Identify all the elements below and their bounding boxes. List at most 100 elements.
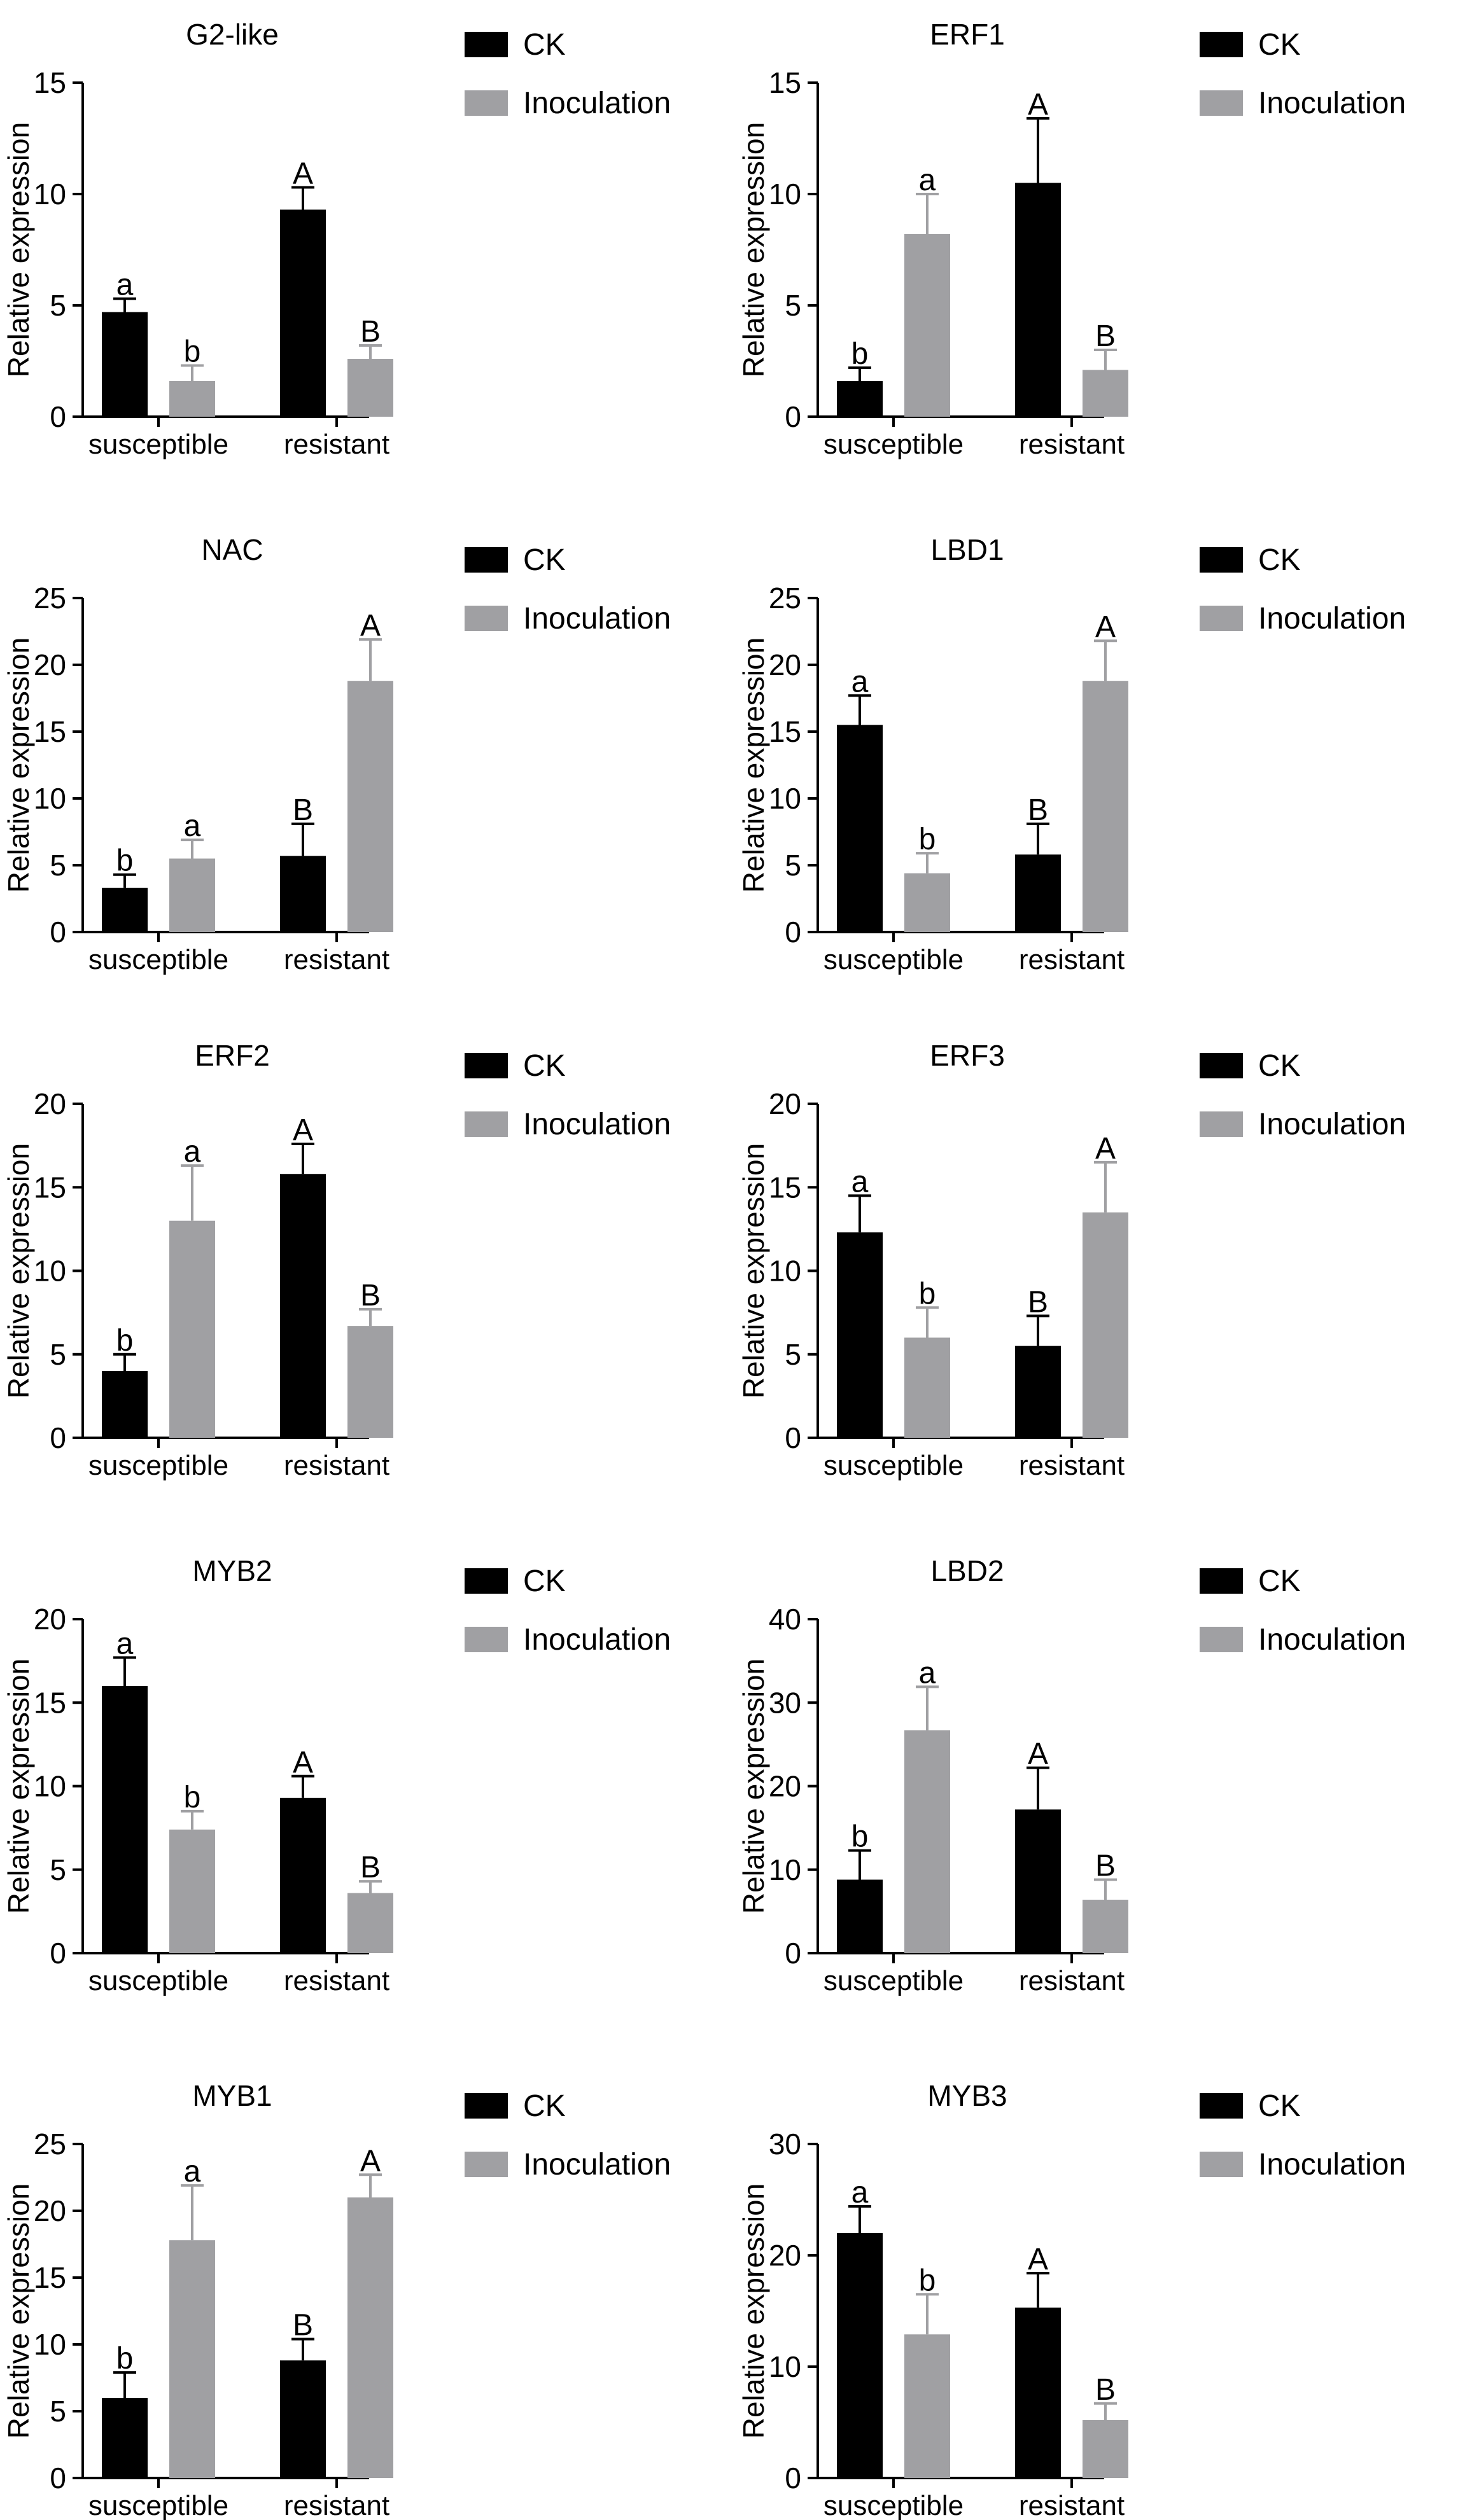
inoculation-bar-susceptible xyxy=(904,1337,950,1438)
x-tick-label: susceptible xyxy=(824,1450,964,1481)
y-tick-label: 10 xyxy=(34,178,66,211)
significance-letter: B xyxy=(360,1279,381,1312)
y-tick-label: 5 xyxy=(50,1338,66,1371)
inoculation-bar-susceptible xyxy=(169,1829,215,1953)
y-axis-label: Relative expression xyxy=(737,637,770,893)
y-tick-label: 15 xyxy=(34,715,66,748)
legend-swatch-ck xyxy=(1200,2093,1243,2119)
y-axis-label: Relative expression xyxy=(737,1143,770,1398)
y-axis-label: Relative expression xyxy=(2,1659,35,1914)
y-tick-label: 20 xyxy=(34,1603,66,1636)
ck-bar-resistant xyxy=(1015,183,1061,417)
ck-bar-susceptible xyxy=(102,2398,148,2478)
chart-erf1: ERF1 Relative expression 0 5 10 15 susceptible… xyxy=(737,18,1406,460)
significance-letter: b xyxy=(919,2264,936,2297)
legend-label-ck: CK xyxy=(523,1049,566,1083)
significance-letter: b xyxy=(116,844,134,878)
legend-swatch-ck xyxy=(465,1568,508,1594)
ck-bar-susceptible xyxy=(837,381,883,417)
ck-bar-susceptible xyxy=(102,1686,148,1953)
legend-label-inoculation: Inoculation xyxy=(523,1623,671,1657)
legend-swatch-inoculation xyxy=(465,1627,508,1652)
significance-letter: A xyxy=(360,2144,381,2178)
y-tick-label: 15 xyxy=(34,1686,66,1719)
legend-label-inoculation: Inoculation xyxy=(1258,2148,1406,2182)
x-tick-label: resistant xyxy=(1019,2490,1125,2520)
legend-swatch-inoculation xyxy=(465,2152,508,2177)
x-tick-label: susceptible xyxy=(88,2490,228,2520)
y-tick-label: 0 xyxy=(785,1937,801,1970)
inoculation-bar-resistant xyxy=(347,681,393,932)
chart-myb1: MYB1 Relative expression 0 5 10 15 20 25 suscept… xyxy=(2,2079,671,2520)
inoculation-bar-susceptible xyxy=(169,381,215,417)
chart-title: ERF3 xyxy=(930,1039,1005,1072)
y-tick-label: 40 xyxy=(769,1603,801,1636)
legend-swatch-inoculation xyxy=(465,90,508,116)
y-tick-label: 10 xyxy=(34,782,66,815)
y-tick-label: 0 xyxy=(785,400,801,433)
legend-swatch-ck xyxy=(465,547,508,573)
chart-lbd1: LBD1 Relative expression 0 5 10 15 20 25 suscept… xyxy=(737,533,1406,975)
chart-myb2: MYB2 Relative expression 0 5 10 15 20 susceptib… xyxy=(2,1554,671,1996)
y-tick-label: 10 xyxy=(769,1255,801,1288)
legend-label-inoculation: Inoculation xyxy=(1258,602,1406,636)
significance-letter: b xyxy=(116,1324,134,1358)
legend-label-ck: CK xyxy=(523,2089,566,2123)
ck-bar-resistant xyxy=(1015,1809,1061,1953)
significance-letter: b xyxy=(184,1781,201,1814)
chart-g2-like: G2-like Relative expression 0 5 10 15 suscepti… xyxy=(2,18,671,460)
significance-letter: a xyxy=(184,809,201,843)
legend-label-inoculation: Inoculation xyxy=(1258,1108,1406,1141)
ck-bar-resistant xyxy=(280,1797,326,1953)
legend-label-ck: CK xyxy=(1258,28,1301,62)
legend-swatch-ck xyxy=(1200,1053,1243,1078)
y-tick-label: 10 xyxy=(34,1255,66,1288)
inoculation-bar-resistant xyxy=(1083,681,1128,932)
significance-letter: b xyxy=(919,1277,936,1311)
y-tick-label: 0 xyxy=(50,400,66,433)
significance-letter: B xyxy=(1095,2373,1116,2407)
inoculation-bar-resistant xyxy=(347,359,393,417)
significance-letter: a xyxy=(919,1656,936,1690)
y-tick-label: 15 xyxy=(769,715,801,748)
y-tick-label: 25 xyxy=(34,581,66,615)
inoculation-bar-resistant xyxy=(347,1893,393,1953)
chart-title: LBD1 xyxy=(930,533,1004,566)
significance-letter: B xyxy=(293,2309,313,2342)
ck-bar-susceptible xyxy=(837,1879,883,1953)
chart-erf2: ERF2 Relative expression 0 5 10 15 20 susceptib… xyxy=(2,1039,671,1481)
legend-label-inoculation: Inoculation xyxy=(523,2148,671,2182)
legend-swatch-inoculation xyxy=(1200,2152,1243,2177)
significance-letter: A xyxy=(1095,610,1116,644)
inoculation-bar-susceptible xyxy=(904,234,950,417)
significance-letter: A xyxy=(1028,88,1048,122)
inoculation-bar-resistant xyxy=(1083,1900,1128,1953)
ck-bar-susceptible xyxy=(102,312,148,417)
legend-label-ck: CK xyxy=(1258,1564,1301,1598)
x-tick-label: resistant xyxy=(284,1450,389,1481)
legend-swatch-inoculation xyxy=(1200,1111,1243,1137)
significance-letter: B xyxy=(1095,1849,1116,1883)
significance-letter: b xyxy=(116,2342,134,2376)
y-axis-label: Relative expression xyxy=(2,637,35,893)
y-tick-label: 0 xyxy=(785,2461,801,2495)
significance-letter: A xyxy=(293,1746,313,1779)
y-tick-label: 30 xyxy=(769,2127,801,2161)
legend-swatch-inoculation xyxy=(1200,90,1243,116)
legend-swatch-ck xyxy=(465,2093,508,2119)
significance-letter: B xyxy=(360,315,381,349)
legend-label-inoculation: Inoculation xyxy=(523,87,671,120)
x-tick-label: susceptible xyxy=(88,1450,228,1481)
y-tick-label: 5 xyxy=(785,289,801,322)
ck-bar-susceptible xyxy=(102,1371,148,1438)
ck-bar-susceptible xyxy=(102,888,148,932)
inoculation-bar-susceptible xyxy=(904,1730,950,1953)
legend-label-ck: CK xyxy=(523,543,566,577)
y-tick-label: 15 xyxy=(769,1171,801,1204)
legend-swatch-ck xyxy=(1200,32,1243,57)
significance-letter: a xyxy=(919,164,936,197)
y-tick-label: 15 xyxy=(34,66,66,99)
chart-title: G2-like xyxy=(186,18,279,51)
legend-label-inoculation: Inoculation xyxy=(523,1108,671,1141)
y-tick-label: 15 xyxy=(769,66,801,99)
